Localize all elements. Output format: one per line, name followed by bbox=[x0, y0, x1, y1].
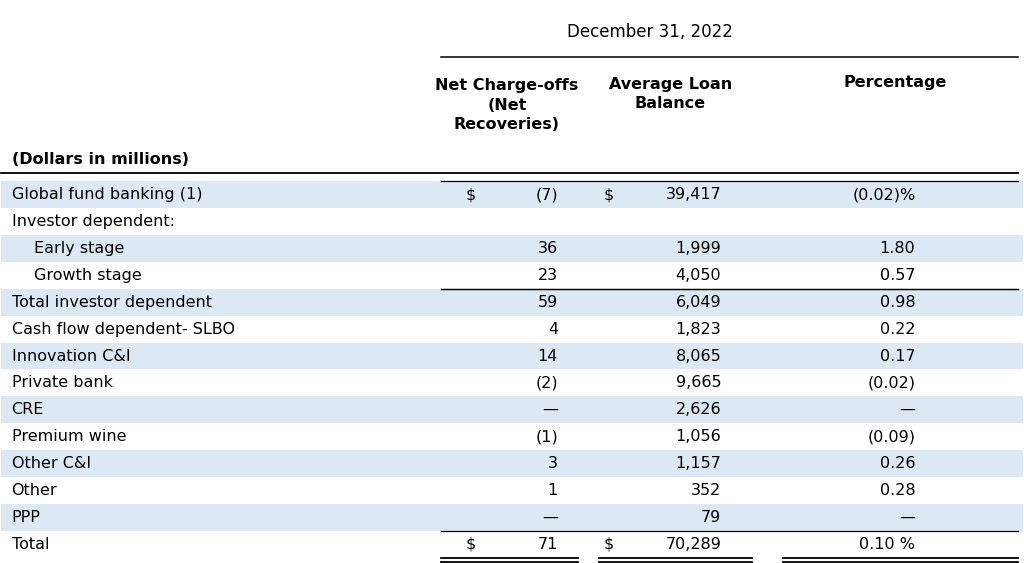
FancyBboxPatch shape bbox=[1, 396, 1023, 423]
Text: (2): (2) bbox=[536, 376, 558, 390]
Text: (7): (7) bbox=[536, 187, 558, 202]
Text: $: $ bbox=[466, 537, 476, 552]
Text: (0.09): (0.09) bbox=[867, 429, 915, 444]
FancyBboxPatch shape bbox=[1, 477, 1023, 504]
Text: 0.28: 0.28 bbox=[880, 483, 915, 498]
Text: Investor dependent:: Investor dependent: bbox=[11, 214, 175, 229]
Text: —: — bbox=[542, 510, 558, 525]
FancyBboxPatch shape bbox=[1, 504, 1023, 531]
Text: (Dollars in millions): (Dollars in millions) bbox=[11, 152, 188, 167]
Text: Cash flow dependent- SLBO: Cash flow dependent- SLBO bbox=[11, 321, 234, 337]
Text: 0.17: 0.17 bbox=[880, 348, 915, 364]
Text: CRE: CRE bbox=[11, 403, 44, 417]
Text: 8,065: 8,065 bbox=[676, 348, 721, 364]
Text: $: $ bbox=[604, 187, 614, 202]
Text: 70,289: 70,289 bbox=[666, 537, 721, 552]
Text: —: — bbox=[899, 403, 915, 417]
Text: (1): (1) bbox=[536, 429, 558, 444]
FancyBboxPatch shape bbox=[1, 450, 1023, 477]
Text: Growth stage: Growth stage bbox=[34, 268, 141, 283]
Text: 6,049: 6,049 bbox=[676, 294, 721, 310]
FancyBboxPatch shape bbox=[1, 423, 1023, 450]
Text: 1: 1 bbox=[548, 483, 558, 498]
Text: Private bank: Private bank bbox=[11, 376, 113, 390]
Text: 39,417: 39,417 bbox=[666, 187, 721, 202]
Text: Other: Other bbox=[11, 483, 57, 498]
Text: 0.57: 0.57 bbox=[880, 268, 915, 283]
Text: December 31, 2022: December 31, 2022 bbox=[567, 23, 733, 41]
Text: Percentage: Percentage bbox=[844, 75, 946, 90]
Text: 1,823: 1,823 bbox=[676, 321, 721, 337]
Text: Total investor dependent: Total investor dependent bbox=[11, 294, 212, 310]
FancyBboxPatch shape bbox=[1, 262, 1023, 289]
Text: (0.02): (0.02) bbox=[867, 376, 915, 390]
FancyBboxPatch shape bbox=[1, 369, 1023, 396]
Text: 4,050: 4,050 bbox=[676, 268, 721, 283]
FancyBboxPatch shape bbox=[1, 289, 1023, 316]
Text: Total: Total bbox=[11, 537, 49, 552]
Text: $: $ bbox=[466, 187, 476, 202]
Text: 0.22: 0.22 bbox=[880, 321, 915, 337]
Text: 1,999: 1,999 bbox=[676, 241, 721, 256]
Text: Other C&I: Other C&I bbox=[11, 456, 91, 471]
FancyBboxPatch shape bbox=[1, 181, 1023, 208]
FancyBboxPatch shape bbox=[1, 235, 1023, 262]
Text: Innovation C&I: Innovation C&I bbox=[11, 348, 130, 364]
FancyBboxPatch shape bbox=[1, 531, 1023, 558]
Text: 59: 59 bbox=[538, 294, 558, 310]
Text: 36: 36 bbox=[538, 241, 558, 256]
Text: PPP: PPP bbox=[11, 510, 41, 525]
Text: 0.98: 0.98 bbox=[880, 294, 915, 310]
Text: 23: 23 bbox=[538, 268, 558, 283]
Text: 1.80: 1.80 bbox=[880, 241, 915, 256]
Text: 1,157: 1,157 bbox=[676, 456, 721, 471]
Text: 2,626: 2,626 bbox=[676, 403, 721, 417]
Text: (0.02)%: (0.02)% bbox=[852, 187, 915, 202]
Text: Net Charge-offs
(Net
Recoveries): Net Charge-offs (Net Recoveries) bbox=[435, 78, 579, 132]
Text: $: $ bbox=[604, 537, 614, 552]
Text: —: — bbox=[899, 510, 915, 525]
Text: Early stage: Early stage bbox=[34, 241, 125, 256]
FancyBboxPatch shape bbox=[1, 208, 1023, 235]
Text: 71: 71 bbox=[538, 537, 558, 552]
Text: 9,665: 9,665 bbox=[676, 376, 721, 390]
FancyBboxPatch shape bbox=[1, 342, 1023, 369]
Text: Average Loan
Balance: Average Loan Balance bbox=[608, 77, 732, 111]
Text: 14: 14 bbox=[538, 348, 558, 364]
Text: —: — bbox=[542, 403, 558, 417]
Text: 79: 79 bbox=[701, 510, 721, 525]
FancyBboxPatch shape bbox=[1, 316, 1023, 342]
Text: 0.26: 0.26 bbox=[880, 456, 915, 471]
Text: Premium wine: Premium wine bbox=[11, 429, 126, 444]
Text: 352: 352 bbox=[691, 483, 721, 498]
Text: 3: 3 bbox=[548, 456, 558, 471]
Text: 0.10 %: 0.10 % bbox=[859, 537, 915, 552]
Text: Global fund banking (1): Global fund banking (1) bbox=[11, 187, 202, 202]
Text: 1,056: 1,056 bbox=[676, 429, 721, 444]
Text: 4: 4 bbox=[548, 321, 558, 337]
